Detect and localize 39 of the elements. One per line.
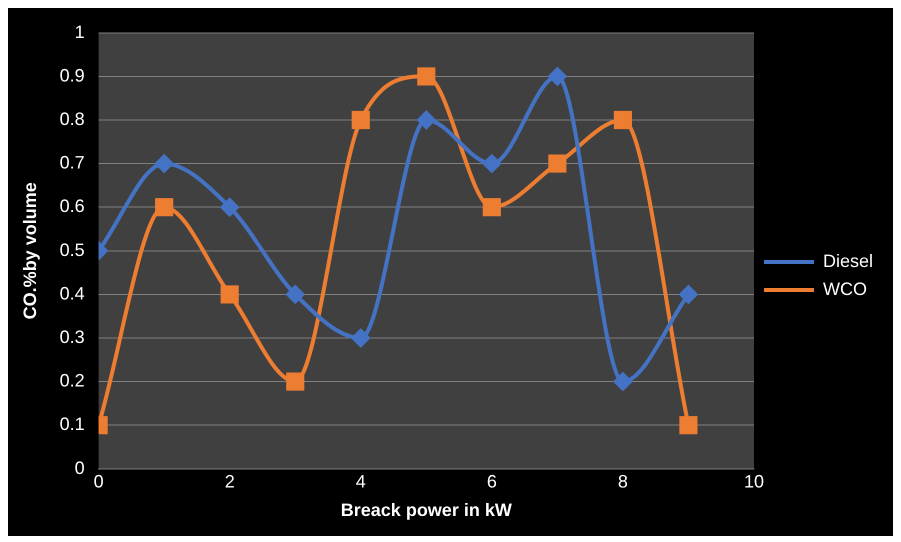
x-tick-label: 4 xyxy=(356,472,366,492)
point xyxy=(286,285,304,304)
point xyxy=(417,67,436,86)
y-tick-label: 0.5 xyxy=(60,240,85,260)
y-tick-label: 0.6 xyxy=(60,196,85,216)
y-axis-title: CO.%by volume xyxy=(20,182,40,320)
y-tick-label: 0.3 xyxy=(60,326,85,347)
y-tick-label: 1 xyxy=(74,22,85,42)
point xyxy=(155,154,174,173)
y-tick-label: 0.1 xyxy=(60,414,85,434)
x-axis-title: Breack power in kW xyxy=(340,500,512,520)
point xyxy=(679,416,698,434)
legend-label: WCO xyxy=(822,278,867,299)
point xyxy=(679,285,698,304)
y-tick-label: 0.4 xyxy=(60,283,85,304)
point xyxy=(220,198,239,216)
y-tick-label: 0.9 xyxy=(60,65,85,86)
point xyxy=(548,67,566,86)
x-tick-label: 10 xyxy=(744,472,764,492)
point xyxy=(614,372,632,391)
point xyxy=(614,110,632,130)
x-tick-label: 2 xyxy=(224,472,235,492)
point xyxy=(286,372,304,391)
y-tick-label: 0.8 xyxy=(60,108,85,129)
y-tick-label: 0.7 xyxy=(60,152,85,173)
x-tick-label: 6 xyxy=(486,472,497,492)
x-tick-label: 8 xyxy=(618,472,628,492)
point xyxy=(220,285,239,304)
point xyxy=(482,154,501,173)
point xyxy=(417,111,436,129)
point xyxy=(352,329,370,347)
x-tick-label: 0 xyxy=(94,472,104,492)
point xyxy=(482,198,501,216)
point xyxy=(352,110,370,130)
y-tick-label: 0.2 xyxy=(60,370,85,391)
point xyxy=(155,198,174,216)
y-tick-label: 0 xyxy=(74,458,85,478)
legend-label: Diesel xyxy=(822,250,874,271)
point xyxy=(548,154,566,173)
